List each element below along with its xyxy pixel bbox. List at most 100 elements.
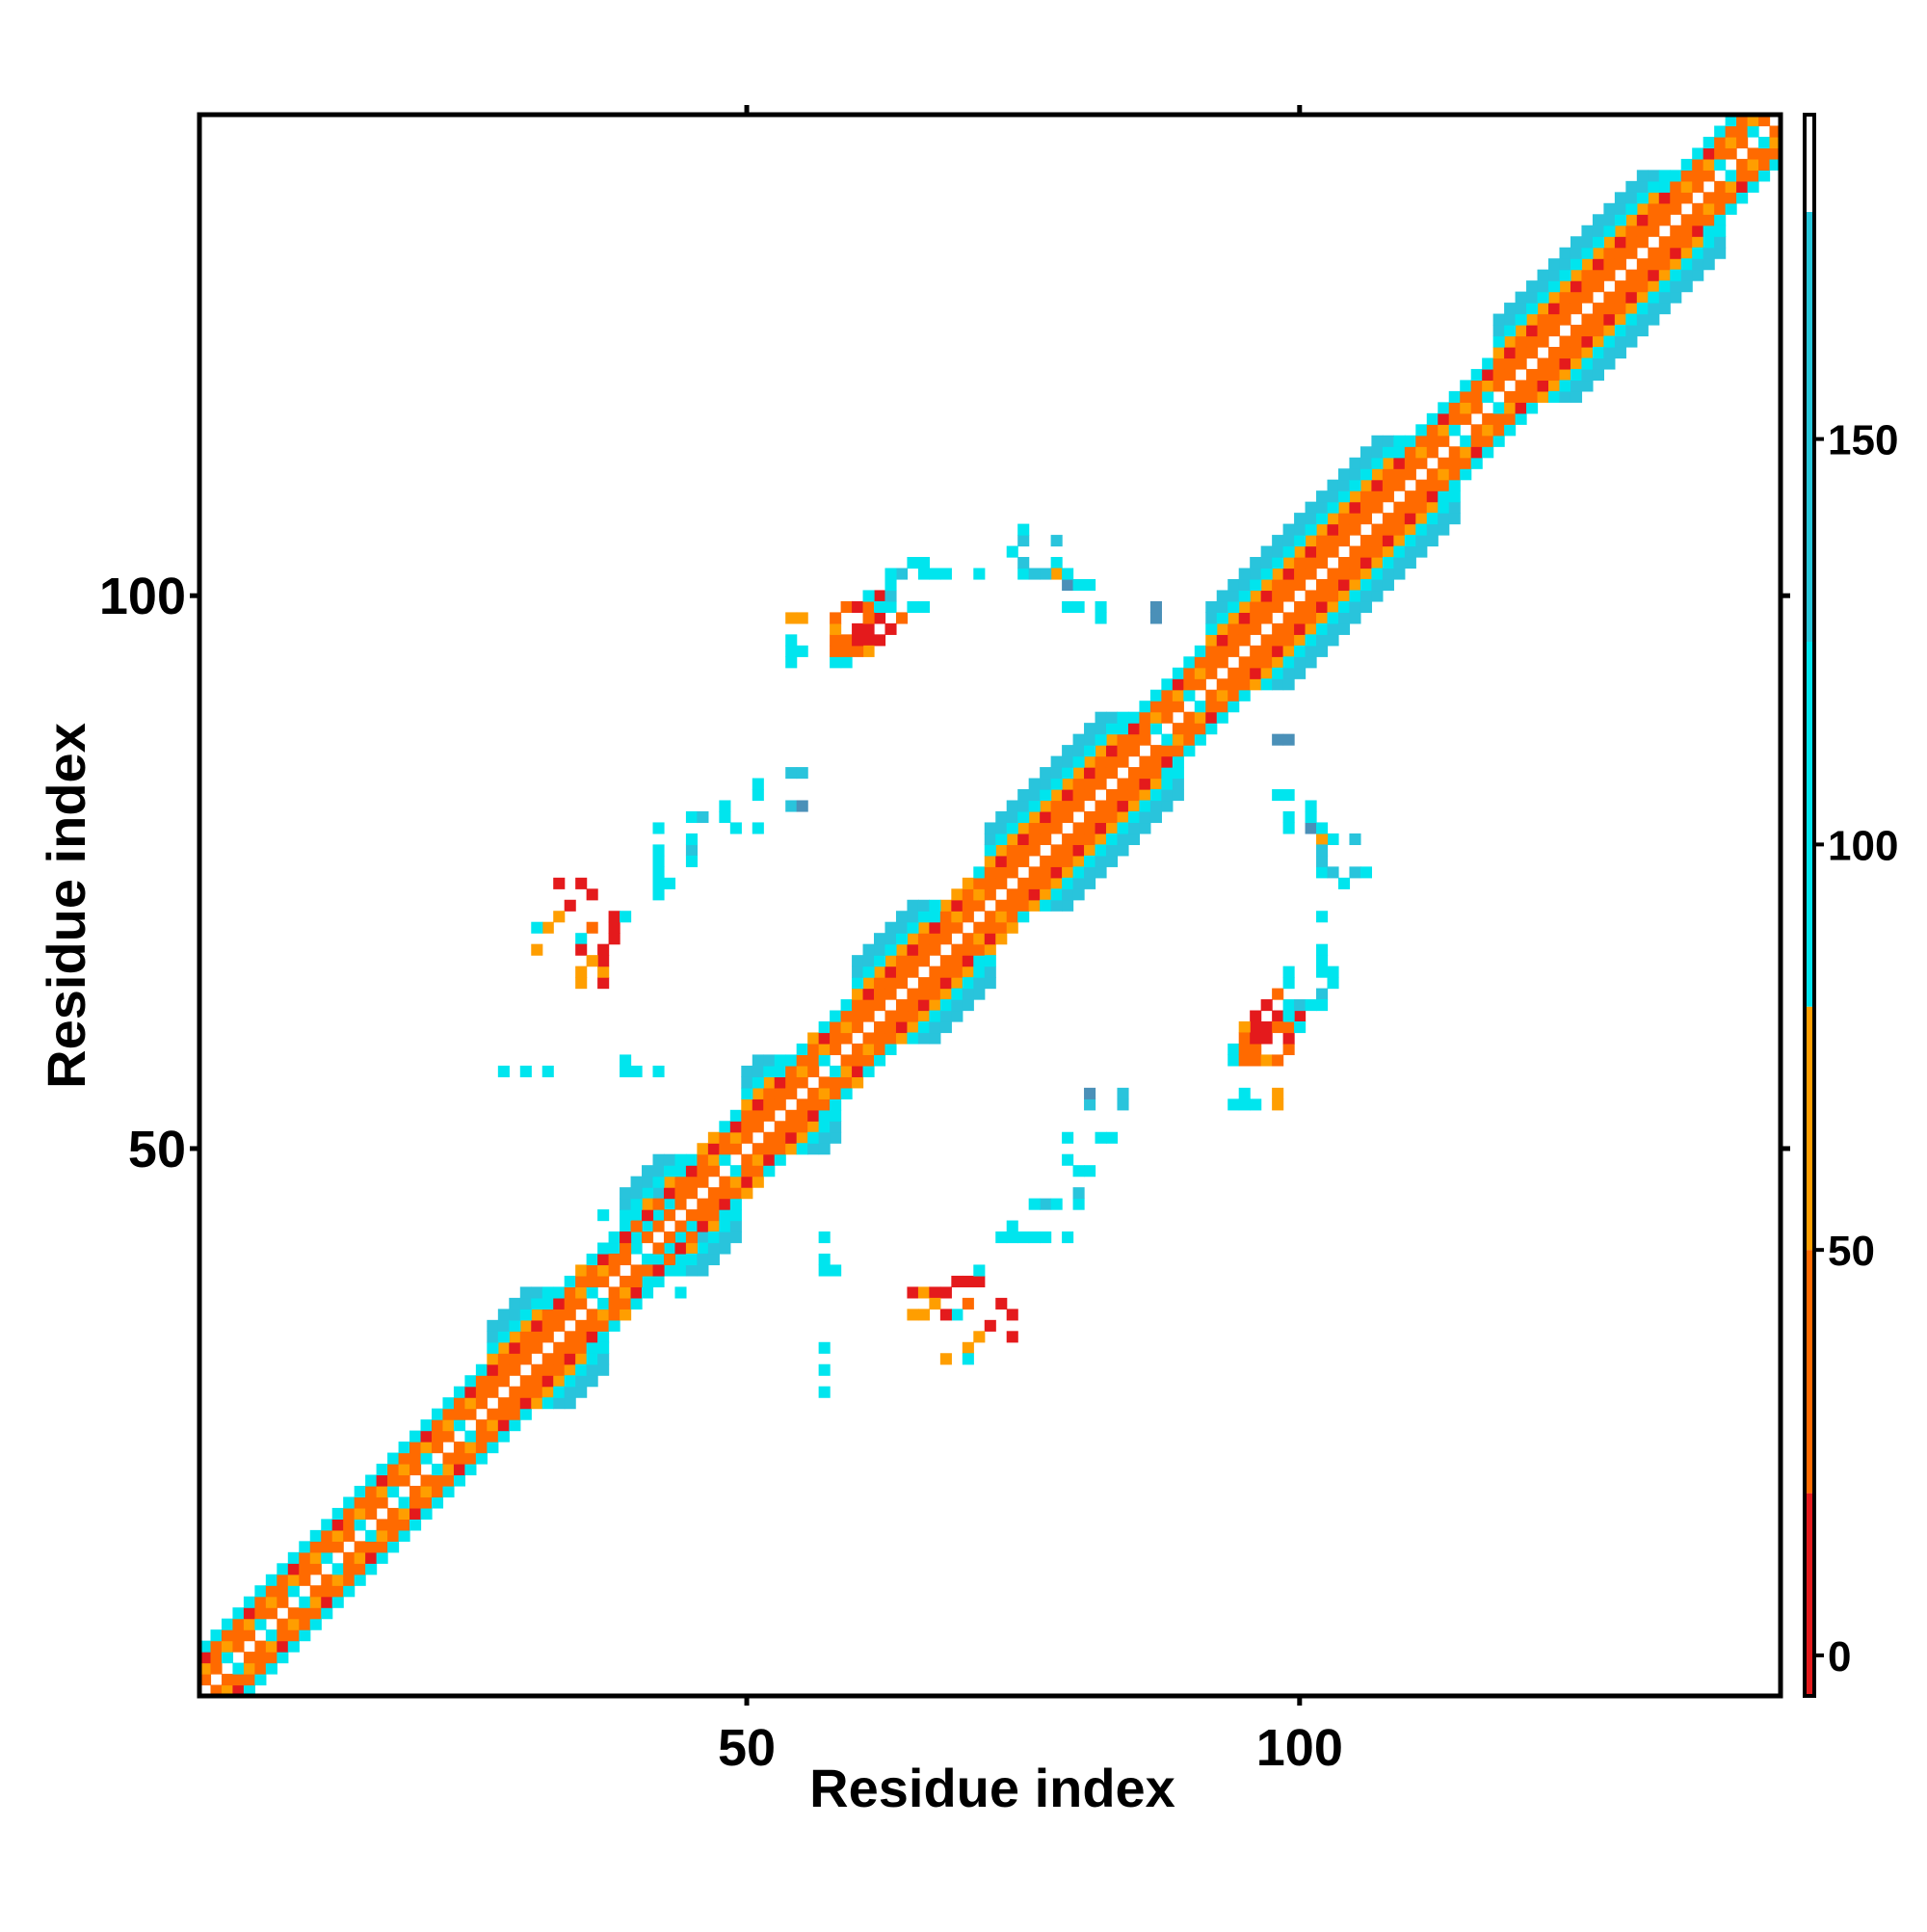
contact-cell — [939, 1353, 952, 1365]
diagonal-cell — [1238, 656, 1251, 669]
contact-cell — [1227, 1098, 1240, 1111]
diagonal-cell — [1515, 402, 1527, 414]
diagonal-cell — [862, 988, 875, 1000]
contact-cell — [1250, 1098, 1262, 1111]
contact-cell — [1084, 1098, 1096, 1111]
diagonal-cell — [1205, 656, 1218, 669]
diagonal-cell — [951, 955, 964, 967]
diagonal-cell — [840, 1087, 853, 1099]
diagonal-cell — [254, 1585, 267, 1598]
diagonal-cell — [1648, 258, 1660, 271]
diagonal-cell — [1294, 568, 1307, 580]
diagonal-cell — [1438, 435, 1450, 447]
diagonal-cell — [1526, 325, 1539, 337]
diagonal-cell — [321, 1585, 333, 1598]
diagonal-cell — [420, 1507, 433, 1520]
diagonal-cell — [1272, 590, 1284, 602]
contact-cell — [917, 1286, 930, 1299]
diagonal-cell — [1548, 280, 1561, 293]
diagonal-cell — [884, 921, 897, 934]
diagonal-cell — [1359, 513, 1373, 525]
diagonal-cell — [1050, 888, 1063, 901]
diagonal-cell — [1327, 535, 1339, 547]
contact-cell — [1072, 600, 1085, 613]
diagonal-cell — [729, 1121, 742, 1133]
diagonal-cell — [1570, 357, 1583, 370]
diagonal-cell — [1062, 844, 1074, 857]
diagonal-cell — [1636, 170, 1649, 182]
diagonal-cell — [1382, 479, 1394, 491]
diagonal-cell — [1680, 225, 1693, 237]
contact-cell — [1272, 733, 1284, 746]
diagonal-cell — [1250, 578, 1262, 592]
diagonal-cell — [962, 933, 974, 945]
diagonal-cell — [1404, 446, 1416, 459]
diagonal-cell — [487, 1442, 499, 1454]
diagonal-cell — [1194, 645, 1206, 657]
diagonal-cell — [210, 1640, 223, 1653]
contact-cell — [1272, 1054, 1284, 1067]
diagonal-cell — [1260, 667, 1273, 679]
diagonal-cell — [1438, 457, 1450, 469]
diagonal-cell — [541, 1397, 554, 1410]
diagonal-cell — [1084, 844, 1096, 857]
diagonal-cell — [807, 1054, 820, 1067]
diagonal-cell — [807, 1087, 820, 1099]
diagonal-cell — [309, 1529, 322, 1542]
diagonal-cell — [1183, 667, 1196, 679]
contact-cell — [1062, 1153, 1074, 1166]
diagonal-cell — [1282, 667, 1295, 679]
diagonal-cell — [1703, 214, 1715, 226]
diagonal-cell — [840, 999, 853, 1012]
diagonal-cell — [862, 1010, 875, 1022]
diagonal-cell — [929, 966, 941, 978]
diagonal-cell — [321, 1541, 333, 1553]
diagonal-cell — [1670, 280, 1682, 293]
diagonal-cell — [796, 1109, 808, 1122]
diagonal-cell — [1648, 214, 1660, 226]
diagonal-cell — [685, 1264, 698, 1277]
contact-cell — [620, 1065, 632, 1077]
diagonal-cell — [1570, 380, 1583, 392]
diagonal-cell — [354, 1551, 366, 1564]
diagonal-cell — [1504, 368, 1517, 382]
contact-cell — [1238, 1032, 1251, 1045]
diagonal-cell — [1282, 578, 1295, 592]
diagonal-cell — [674, 1187, 687, 1200]
contact-cell — [575, 977, 588, 990]
diagonal-cell — [442, 1464, 455, 1476]
contact-cell — [608, 933, 620, 945]
contact-cell — [620, 1220, 632, 1232]
diagonal-cell — [1282, 535, 1295, 547]
contact-cell — [1028, 1231, 1041, 1244]
diagonal-cell — [862, 966, 875, 978]
diagonal-cell — [752, 1087, 764, 1099]
contact-cell — [917, 600, 930, 613]
diagonal-cell — [1515, 357, 1527, 370]
diagonal-cell — [1404, 523, 1416, 536]
contact-cell — [1028, 568, 1041, 580]
diagonal-cell — [1028, 822, 1041, 834]
diagonal-cell — [1294, 513, 1307, 525]
diagonal-cell — [917, 1010, 930, 1022]
diagonal-cell — [1636, 225, 1649, 237]
diagonal-cell — [487, 1353, 499, 1365]
contact-cell — [597, 966, 610, 978]
diagonal-cell — [586, 1341, 598, 1354]
diagonal-cell — [907, 1010, 919, 1022]
diagonal-cell — [1017, 810, 1030, 824]
diagonal-cell — [1316, 523, 1329, 536]
diagonal-cell — [199, 1652, 212, 1664]
contact-cell — [1072, 1198, 1085, 1210]
diagonal-cell — [553, 1309, 566, 1321]
contact-cell — [663, 1198, 676, 1210]
diagonal-cell — [707, 1231, 720, 1244]
diagonal-cell — [874, 977, 886, 990]
diagonal-cell — [1282, 568, 1295, 580]
diagonal-cell — [1371, 535, 1384, 547]
diagonal-cell — [1725, 136, 1737, 149]
diagonal-cell — [1415, 479, 1428, 491]
diagonal-cell — [1095, 755, 1107, 768]
contact-cell — [1282, 999, 1295, 1012]
